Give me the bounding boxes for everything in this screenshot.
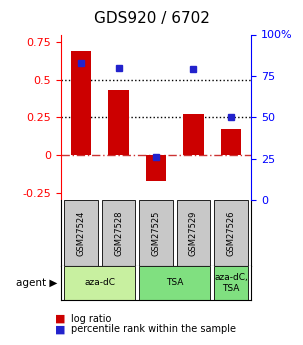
- Text: GSM27524: GSM27524: [77, 210, 86, 256]
- Bar: [214, 200, 248, 266]
- Text: GDS920 / 6702: GDS920 / 6702: [94, 11, 209, 26]
- Text: GSM27525: GSM27525: [152, 210, 161, 256]
- Text: ■: ■: [55, 324, 65, 334]
- Text: agent ▶: agent ▶: [16, 278, 58, 288]
- Bar: [64, 266, 135, 300]
- Text: log ratio: log ratio: [71, 314, 112, 324]
- Bar: [214, 266, 248, 300]
- Bar: [71, 51, 92, 155]
- Text: percentile rank within the sample: percentile rank within the sample: [71, 324, 236, 334]
- Bar: [146, 155, 166, 180]
- Text: aza-dC,
TSA: aza-dC, TSA: [214, 273, 248, 293]
- Bar: [102, 200, 135, 266]
- Text: GSM27529: GSM27529: [189, 210, 198, 256]
- Text: aza-dC: aza-dC: [85, 278, 115, 287]
- Bar: [108, 90, 129, 155]
- Bar: [139, 266, 210, 300]
- Text: GSM27526: GSM27526: [226, 210, 235, 256]
- Bar: [183, 114, 204, 155]
- Bar: [64, 200, 98, 266]
- Bar: [177, 200, 210, 266]
- Text: ■: ■: [55, 314, 65, 324]
- Text: TSA: TSA: [166, 278, 183, 287]
- Bar: [139, 200, 173, 266]
- Bar: [221, 129, 241, 155]
- Text: GSM27528: GSM27528: [114, 210, 123, 256]
